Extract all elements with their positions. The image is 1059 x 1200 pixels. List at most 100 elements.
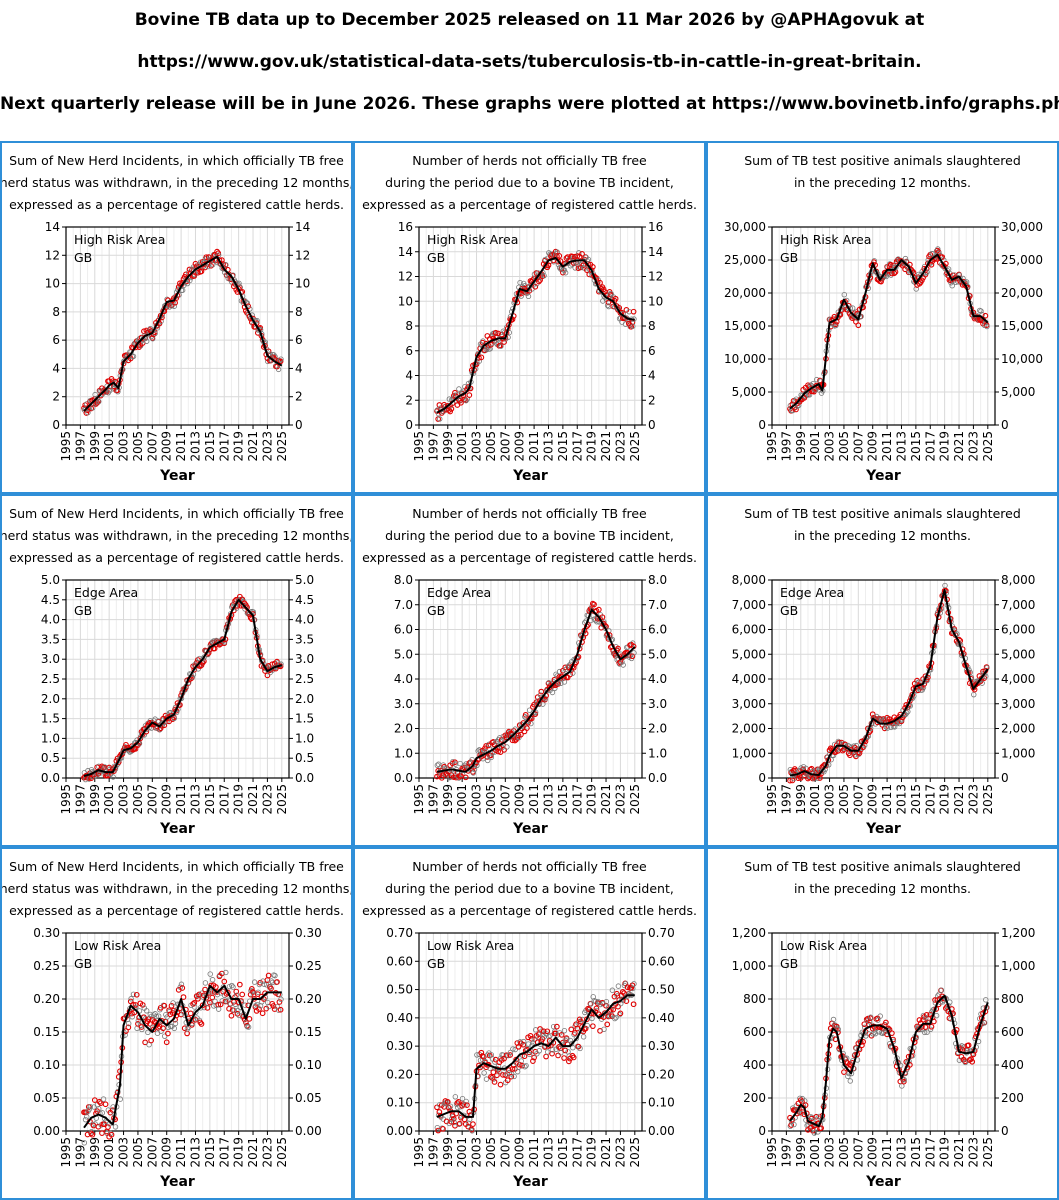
x-tick-label: 2017 (217, 1137, 231, 1168)
x-tick-label: 2025 (628, 784, 642, 815)
data-point-alt (615, 983, 622, 989)
y-tick-label-left: 0.30 (386, 1039, 413, 1053)
trend-line (789, 253, 989, 410)
data-point (202, 986, 208, 993)
y-tick-label-right: 0 (648, 418, 656, 432)
data-point (108, 1131, 115, 1138)
data-point (965, 1042, 972, 1049)
y-tick-label-right: 3.0 (295, 652, 314, 666)
y-tick-label-right: 10 (648, 294, 663, 308)
y-tick-label-right: 0.05 (295, 1091, 322, 1105)
area-label: Edge Area (74, 585, 138, 600)
data-point (161, 1002, 168, 1009)
x-axis-label: Year (159, 821, 195, 837)
y-tick-label-right: 1,000 (1001, 959, 1035, 973)
data-point-alt (562, 270, 569, 276)
x-tick-label: 2025 (275, 1137, 289, 1168)
x-tick-label: 2019 (585, 1137, 599, 1168)
y-tick-label-left: 1.0 (394, 746, 413, 760)
data-point (802, 1102, 809, 1108)
y-tick-label-right: 20,000 (1001, 286, 1043, 300)
data-point (478, 1049, 485, 1056)
data-point-alt (833, 322, 839, 329)
chart-panel: Sum of TB test positive animals slaughte… (706, 494, 1059, 847)
x-tick-label: 1995 (765, 1137, 779, 1168)
data-point-alt (580, 1034, 587, 1040)
x-tick-label: 1995 (59, 431, 73, 462)
y-tick-label-right: 800 (1001, 992, 1024, 1006)
data-point-alt (447, 1103, 454, 1109)
y-tick-label-right: 6,000 (1001, 623, 1035, 637)
data-point-alt (841, 292, 847, 298)
data-point-alt (130, 353, 137, 360)
data-point-alt (87, 1103, 94, 1110)
x-tick-label: 2015 (909, 1137, 923, 1168)
x-tick-label: 2019 (585, 784, 599, 815)
y-tick-label-left: 8 (52, 305, 60, 319)
data-point-alt (561, 267, 568, 273)
chart-title-line: expressed as a percentage of registered … (9, 903, 344, 918)
y-tick-label-left: 1,000 (732, 959, 766, 973)
data-point (215, 250, 222, 257)
x-tick-label: 2011 (527, 784, 541, 815)
chart-panel: Sum of New Herd Incidents, in which offi… (0, 847, 353, 1200)
data-point (610, 1006, 617, 1013)
data-point-alt (172, 1020, 179, 1027)
data-point-alt (564, 1036, 570, 1042)
data-point-alt (469, 1128, 475, 1134)
data-point-alt (272, 972, 278, 979)
data-point-alt (130, 991, 137, 998)
data-point-alt (619, 996, 625, 1002)
data-point (797, 1097, 804, 1103)
data-point (579, 251, 585, 257)
x-tick-label: 2013 (541, 784, 555, 815)
data-point (213, 984, 219, 990)
data-point-alt (845, 1073, 851, 1080)
x-tick-label: 1995 (765, 784, 779, 815)
data-point-alt (535, 1034, 541, 1040)
data-point (452, 759, 458, 766)
x-tick-label: 2021 (246, 784, 260, 815)
data-point-alt (193, 1009, 199, 1015)
x-tick-label: 2003 (823, 1137, 837, 1168)
x-tick-label: 2007 (851, 784, 865, 815)
data-point (99, 1130, 105, 1136)
chart-title-line: Number of herds not officially TB free (412, 859, 647, 874)
trend-line (789, 994, 989, 1128)
y-tick-label-right: 3,000 (1001, 697, 1035, 711)
data-point (589, 263, 596, 270)
y-tick-label-left: 4.0 (394, 672, 413, 686)
data-point (209, 994, 216, 1001)
y-tick-label-left: 200 (743, 1091, 766, 1105)
data-point (250, 989, 256, 995)
data-point (105, 772, 111, 779)
plot-frame (65, 579, 290, 779)
data-point (537, 277, 543, 283)
chart-panel: Number of herds not officially TB free du… (353, 494, 706, 847)
y-tick-label-left: 10 (45, 277, 60, 291)
y-tick-label-left: 1.5 (41, 712, 60, 726)
y-tick-label-right: 1.0 (648, 746, 667, 760)
data-point (969, 1058, 976, 1065)
data-point (562, 1047, 569, 1054)
x-tick-label: 2011 (174, 431, 188, 462)
data-point-alt (603, 998, 610, 1005)
data-point (160, 1025, 166, 1032)
chart-title-line: herd status was withdrawn, in the preced… (2, 881, 351, 896)
y-tick-label-right: 0.25 (295, 959, 322, 973)
data-point (217, 1001, 224, 1008)
x-tick-label: 2005 (484, 1137, 498, 1168)
x-tick-label: 1997 (779, 1137, 793, 1168)
data-point (811, 388, 817, 395)
data-point-alt (612, 1015, 618, 1022)
data-point (147, 1020, 153, 1027)
y-tick-label-left: 15,000 (724, 319, 766, 333)
y-tick-label-left: 12 (398, 270, 413, 284)
y-tick-label-right: 25,000 (1001, 253, 1043, 267)
region-label: GB (780, 603, 798, 618)
data-point (139, 1002, 146, 1008)
data-point-alt (92, 1121, 98, 1127)
chart-title-line: Sum of TB test positive animals slaughte… (744, 153, 1021, 168)
data-point (479, 1053, 486, 1059)
x-tick-label: 2019 (232, 431, 246, 462)
